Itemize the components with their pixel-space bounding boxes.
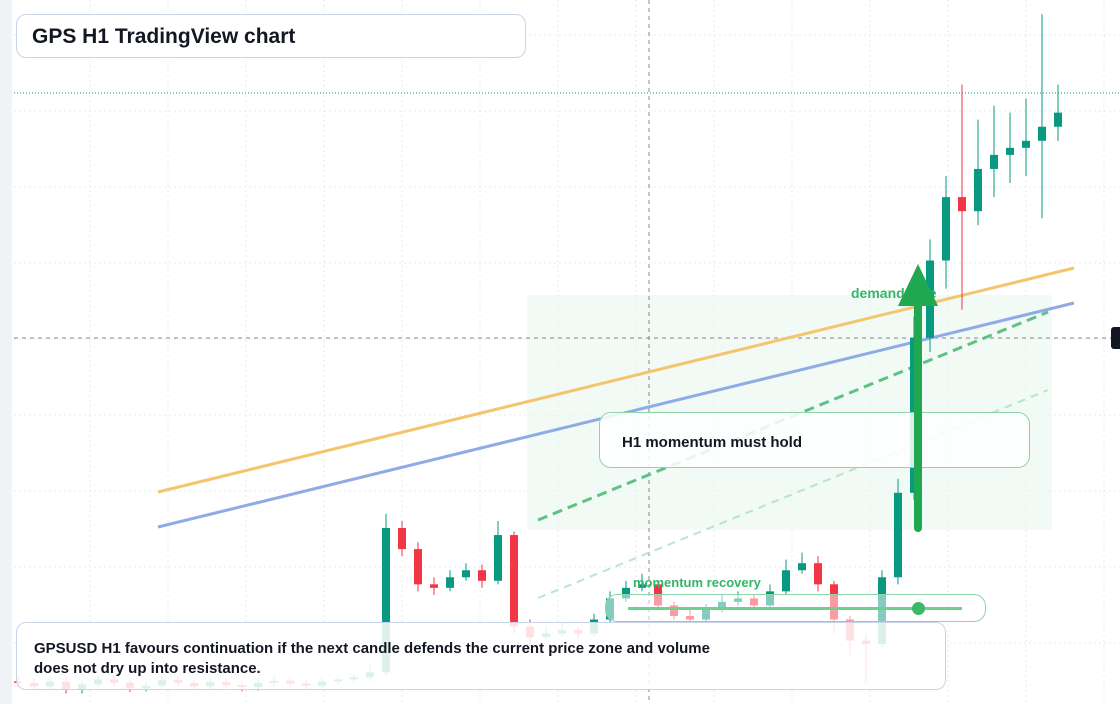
note-box: GPSUSD H1 favours continuation if the ne… [16, 622, 946, 690]
candle-body [798, 563, 806, 571]
callout-text: H1 momentum must hold [622, 434, 803, 451]
candle-body [990, 154, 998, 169]
title-box: GPS H1 TradingView chart [16, 14, 526, 58]
candle-body [622, 587, 630, 599]
candle-body [430, 584, 438, 588]
candle-body [1006, 147, 1014, 155]
candle-body [814, 563, 822, 585]
left-edge [0, 0, 12, 704]
candle-body [510, 535, 518, 627]
candle-body [974, 168, 982, 212]
recovery-box [605, 594, 986, 622]
candle-body [398, 528, 406, 550]
candle-body [494, 535, 502, 581]
candle-body [958, 197, 966, 212]
marker [1111, 327, 1120, 349]
chart-title: GPS H1 TradingView chart [32, 25, 296, 48]
candle-body [1038, 126, 1046, 141]
candle-body [1022, 140, 1030, 148]
trend-line [537, 389, 1049, 599]
candle-body [462, 570, 470, 578]
candle-body [478, 570, 486, 581]
note-text: GPSUSD H1 favours continuation if the ne… [34, 640, 710, 677]
candle-body [1054, 112, 1062, 127]
candle-body [414, 549, 422, 585]
candle-body [782, 570, 790, 592]
callout: H1 momentum must hold [599, 412, 1030, 468]
candle-body [382, 528, 390, 673]
candle-body [638, 584, 646, 588]
recovery-line [628, 607, 962, 610]
recovery-dot [912, 602, 925, 615]
demand-label: demand side [851, 285, 937, 301]
candle-body [942, 197, 950, 261]
candle-body [894, 492, 902, 578]
recovery-label: momentum recovery [633, 575, 761, 590]
candle-body [446, 577, 454, 588]
